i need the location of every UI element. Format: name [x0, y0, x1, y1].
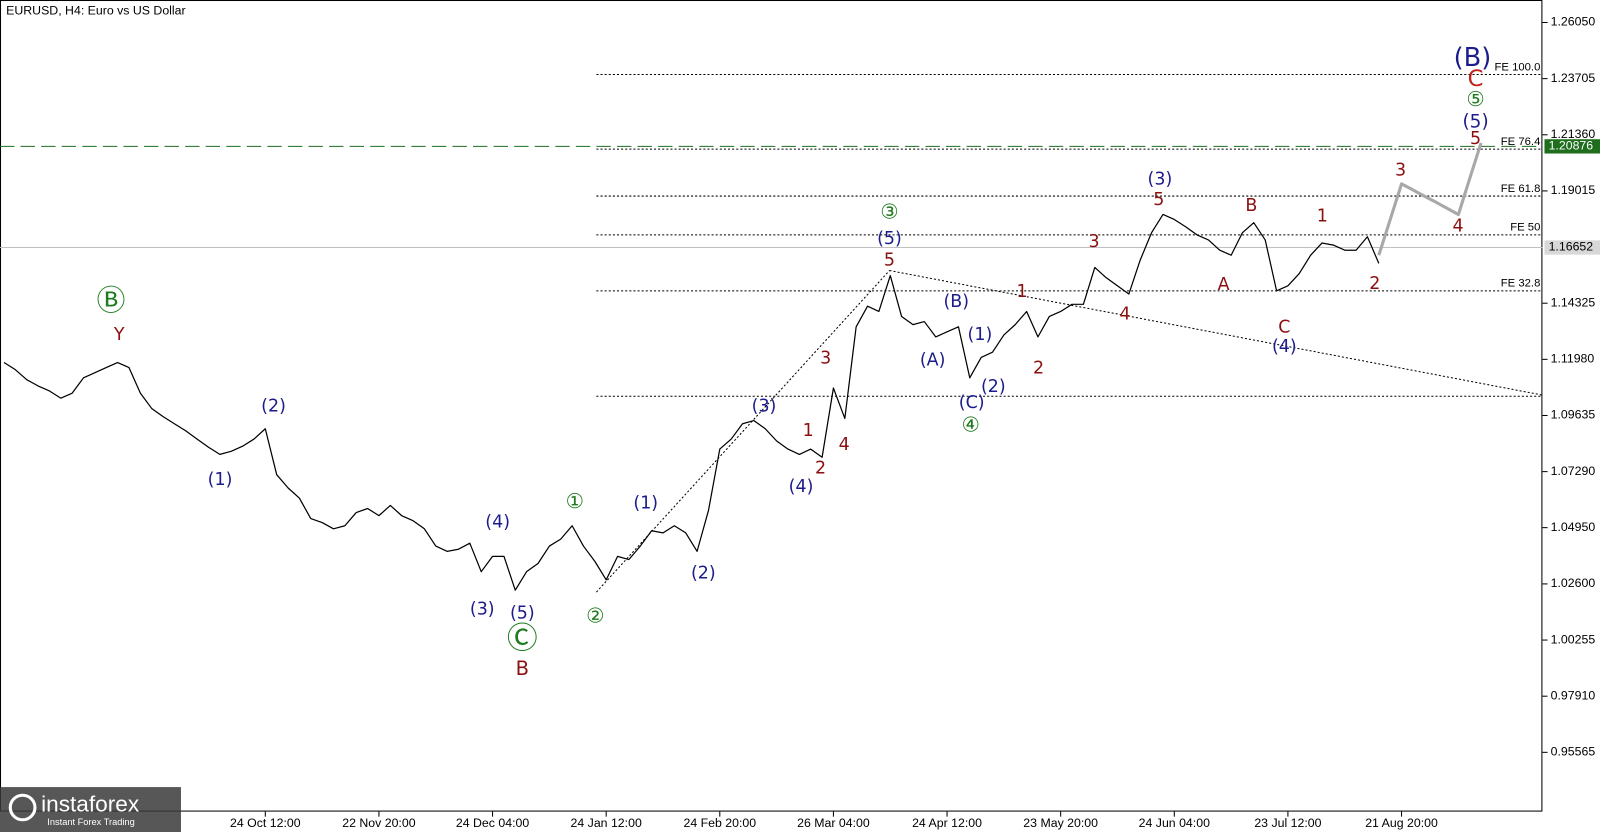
current-price-label: 1.16652 [1549, 240, 1594, 254]
projection-line [1377, 142, 1483, 256]
wave-label: ② [586, 604, 604, 628]
logo-icon [8, 793, 37, 822]
wave-label: (3) [1148, 170, 1173, 190]
level-label: FE 61.8 [1501, 183, 1541, 195]
logo-tagline: Instant Forex Trading [47, 817, 134, 827]
logo-name: instaforex [41, 791, 140, 816]
x-tick-label: 24 Apr 12:00 [912, 816, 982, 830]
wave-label: Ⓒ [507, 621, 538, 657]
wave-label: 1 [1017, 282, 1028, 302]
current-price-tag [1544, 240, 1600, 255]
wave-label: (B) [1454, 43, 1492, 73]
target-price-label: 1.20876 [1549, 139, 1594, 153]
wave-label: 4 [1453, 217, 1464, 237]
wave-label: (4) [1272, 337, 1297, 357]
wave-label: 5 [884, 250, 895, 270]
wave-label: 5 [1153, 190, 1164, 210]
price-line [3, 213, 1380, 591]
wave-label: 4 [1119, 304, 1130, 324]
x-tick-label: 24 Dec 04:00 [456, 816, 529, 830]
plot-frame [0, 0, 1543, 812]
x-tick-label: 24 Oct 12:00 [230, 816, 301, 830]
wave-label: (2) [691, 564, 716, 584]
plot-area: FE 100.0 FE 76.4 FE 61.8 FE 50 FE 32.8 [0, 61, 1543, 593]
wave-label: B [1245, 196, 1257, 216]
wave-label: (5) [1462, 112, 1488, 133]
wave-label: (B) [943, 292, 969, 312]
wave-label: C [1278, 318, 1290, 338]
wave-label: (C) [959, 393, 985, 413]
wave-label: B [516, 657, 529, 680]
y-tick-label: 0.95565 [1551, 745, 1596, 759]
x-tick-label: 24 Feb 20:00 [683, 816, 756, 830]
wave-label: (3) [752, 396, 777, 416]
wave-label: (3) [470, 599, 495, 619]
y-tick-label: 1.04950 [1551, 520, 1596, 534]
wave-label: 3 [820, 348, 831, 368]
wave-label: ⑤ [1466, 87, 1484, 111]
logo: instaforex Instant Forex Trading [0, 787, 181, 832]
wave-label: (2) [981, 377, 1006, 397]
x-tick-label: 21 Aug 20:00 [1365, 816, 1438, 830]
wave-label: 1 [803, 421, 814, 441]
y-tick-label: 1.07290 [1551, 464, 1596, 478]
wave-label: Ⓑ [97, 283, 126, 317]
wave-label: (4) [789, 477, 814, 497]
x-tick-label: 24 Jun 04:00 [1139, 816, 1210, 830]
wave-label: 2 [1033, 359, 1044, 379]
x-tick-label: 22 Nov 20:00 [342, 816, 415, 830]
chart-title: EURUSD, H4: Euro vs US Dollar [6, 4, 185, 18]
wave-label: (4) [485, 513, 510, 533]
x-tick-label: 24 Jan 12:00 [571, 816, 642, 830]
wave-label: (5) [877, 229, 902, 249]
target-price-tag [1544, 139, 1600, 154]
level-label: FE 32.8 [1501, 278, 1541, 290]
x-tick-label: 26 Mar 04:00 [797, 816, 870, 830]
wave-label: (1) [968, 325, 993, 345]
level-label: FE 50 [1510, 222, 1540, 234]
level-label: FE 76.4 [1501, 136, 1541, 148]
y-tick-label: 1.19015 [1551, 183, 1596, 197]
wave-label: 3 [1395, 161, 1406, 181]
wave-label: (2) [261, 396, 286, 416]
wave-label: 5 [1470, 129, 1481, 149]
wave-label: Y [113, 325, 125, 345]
y-tick-label: 1.00255 [1551, 632, 1596, 646]
x-tick-label: 23 Jul 12:00 [1254, 816, 1321, 830]
wave-label: 2 [1369, 274, 1380, 294]
wave-label: 1 [1317, 206, 1328, 226]
y-tick-label: 1.09635 [1551, 408, 1596, 422]
y-tick-label: 1.21360 [1551, 127, 1596, 141]
wave-label: (1) [633, 493, 658, 513]
y-tick-label: 1.26050 [1551, 15, 1596, 29]
y-tick-label: 0.97910 [1551, 688, 1596, 702]
wave-label: 2 [815, 459, 826, 479]
y-tick-label: 1.02600 [1551, 576, 1596, 590]
y-tick-label: 1.14325 [1551, 295, 1596, 309]
wave-label: (1) [208, 470, 233, 490]
wave-label: (A) [920, 350, 946, 370]
logo-box [0, 787, 181, 832]
wave-label: ④ [961, 413, 979, 437]
wave-label: 4 [839, 435, 850, 455]
wave-label: 3 [1089, 232, 1100, 252]
wave-label: C [1468, 66, 1484, 92]
y-tick-label: 1.11980 [1551, 352, 1595, 366]
y-tick-label: 1.23705 [1551, 71, 1596, 85]
trend-line [596, 270, 890, 593]
x-tick-label: 23 May 20:00 [1023, 816, 1098, 830]
wave-label: A [1218, 275, 1230, 295]
wave-label: ① [566, 489, 584, 513]
level-label: FE 100.0 [1494, 61, 1540, 73]
wave-label: ③ [880, 199, 898, 223]
wave-label: (5) [510, 604, 535, 624]
